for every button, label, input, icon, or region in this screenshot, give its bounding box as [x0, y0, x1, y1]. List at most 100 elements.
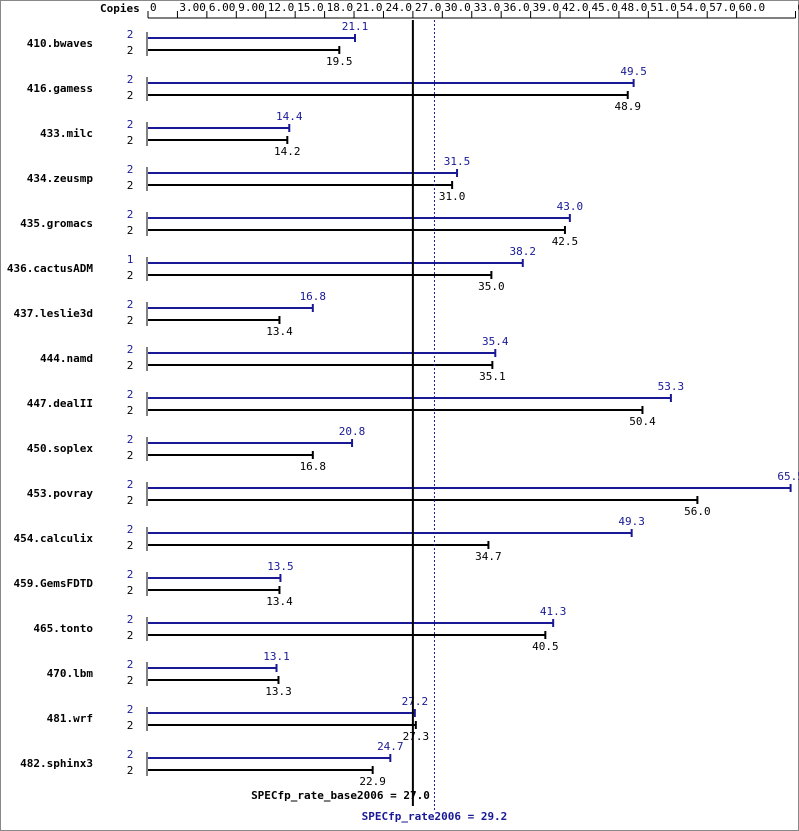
value-label: 24.7	[377, 740, 404, 753]
value-label: 13.3	[265, 685, 292, 698]
copies-label: 2	[127, 658, 134, 671]
value-label: 35.1	[479, 370, 506, 383]
value-label: 50.4	[629, 415, 656, 428]
x-tick-label: 24.0	[385, 1, 412, 14]
value-label: 14.4	[276, 110, 303, 123]
x-tick-label: 27.0	[415, 1, 442, 14]
copies-label: 2	[127, 73, 134, 86]
value-label: 43.0	[557, 200, 584, 213]
copies-label: 2	[127, 404, 134, 417]
copies-label: 2	[127, 118, 134, 131]
benchmark-label: 434.zeusmp	[27, 172, 94, 185]
copies-label: 2	[127, 748, 134, 761]
x-tick-label: 21.0	[356, 1, 383, 14]
value-label: 35.4	[482, 335, 509, 348]
x-tick-label: 42.0	[562, 1, 589, 14]
x-tick-label: 0	[150, 1, 157, 14]
value-label: 27.3	[403, 730, 430, 743]
x-tick-label: 57.0	[709, 1, 736, 14]
value-label: 56.0	[684, 505, 711, 518]
benchmark-label: 436.cactusADM	[7, 262, 93, 275]
copies-label: 2	[127, 719, 134, 732]
reference-label: SPECfp_rate_base2006 = 27.0	[251, 789, 430, 802]
x-tick-label: 33.0	[474, 1, 501, 14]
value-label: 13.4	[266, 325, 293, 338]
benchmark-label: 459.GemsFDTD	[14, 577, 94, 590]
benchmark-label: 465.tonto	[33, 622, 93, 635]
copies-label: 2	[127, 89, 134, 102]
x-tick-label: 45.0	[591, 1, 618, 14]
value-label: 13.4	[266, 595, 293, 608]
value-label: 49.3	[618, 515, 645, 528]
value-label: 38.2	[510, 245, 537, 258]
copies-label: 2	[127, 449, 134, 462]
value-label: 31.0	[439, 190, 466, 203]
x-tick-label: 66.0	[798, 1, 799, 14]
x-tick-label: 51.0	[650, 1, 677, 14]
benchmark-label: 410.bwaves	[27, 37, 93, 50]
copies-label: 2	[127, 539, 134, 552]
value-label: 53.3	[658, 380, 685, 393]
x-tick-label: 60.0	[739, 1, 766, 14]
copies-label: 2	[127, 568, 134, 581]
value-label: 16.8	[300, 290, 327, 303]
value-label: 65.5	[777, 470, 799, 483]
value-label: 16.8	[300, 460, 327, 473]
value-label: 20.8	[339, 425, 366, 438]
copies-label: 2	[127, 674, 134, 687]
value-label: 40.5	[532, 640, 559, 653]
benchmark-label: 444.namd	[40, 352, 93, 365]
copies-label: 2	[127, 703, 134, 716]
value-label: 42.5	[552, 235, 579, 248]
copies-label: 2	[127, 134, 134, 147]
copies-label: 2	[127, 478, 134, 491]
x-tick-label: 54.0	[680, 1, 707, 14]
copies-label: 2	[127, 359, 134, 372]
x-tick-label: 12.0	[268, 1, 295, 14]
value-label: 48.9	[614, 100, 641, 113]
x-tick-label: 36.0	[503, 1, 530, 14]
x-tick-label: 9.00	[238, 1, 265, 14]
copies-label: 2	[127, 179, 134, 192]
copies-label: 2	[127, 388, 134, 401]
copies-label: 2	[127, 269, 134, 282]
benchmark-label: 454.calculix	[14, 532, 94, 545]
benchmark-label: 416.gamess	[27, 82, 93, 95]
value-label: 49.5	[620, 65, 647, 78]
value-label: 35.0	[478, 280, 505, 293]
x-tick-label: 6.00	[209, 1, 236, 14]
value-label: 31.5	[444, 155, 471, 168]
value-label: 13.1	[263, 650, 290, 663]
copies-label: 2	[127, 163, 134, 176]
value-label: 27.2	[402, 695, 429, 708]
copies-label: 2	[127, 44, 134, 57]
x-tick-label: 3.00	[179, 1, 206, 14]
copies-label: 2	[127, 613, 134, 626]
benchmark-label: 482.sphinx3	[20, 757, 93, 770]
copies-label: 2	[127, 494, 134, 507]
x-tick-label: 39.0	[533, 1, 560, 14]
copies-label: 2	[127, 298, 134, 311]
value-label: 34.7	[475, 550, 502, 563]
x-tick-label: 18.0	[327, 1, 354, 14]
copies-label: 2	[127, 343, 134, 356]
benchmark-label: 447.dealII	[27, 397, 93, 410]
value-label: 41.3	[540, 605, 567, 618]
copies-header: Copies	[100, 2, 140, 15]
copies-label: 1	[127, 253, 134, 266]
value-label: 19.5	[326, 55, 353, 68]
copies-label: 2	[127, 433, 134, 446]
benchmark-label: 433.milc	[40, 127, 93, 140]
copies-label: 2	[127, 314, 134, 327]
value-label: 21.1	[342, 20, 369, 33]
copies-label: 2	[127, 28, 134, 41]
benchmark-label: 453.povray	[27, 487, 94, 500]
copies-label: 2	[127, 208, 134, 221]
benchmark-label: 470.lbm	[47, 667, 94, 680]
value-label: 22.9	[359, 775, 386, 788]
benchmark-label: 481.wrf	[47, 712, 93, 725]
copies-label: 2	[127, 523, 134, 536]
copies-label: 2	[127, 629, 134, 642]
